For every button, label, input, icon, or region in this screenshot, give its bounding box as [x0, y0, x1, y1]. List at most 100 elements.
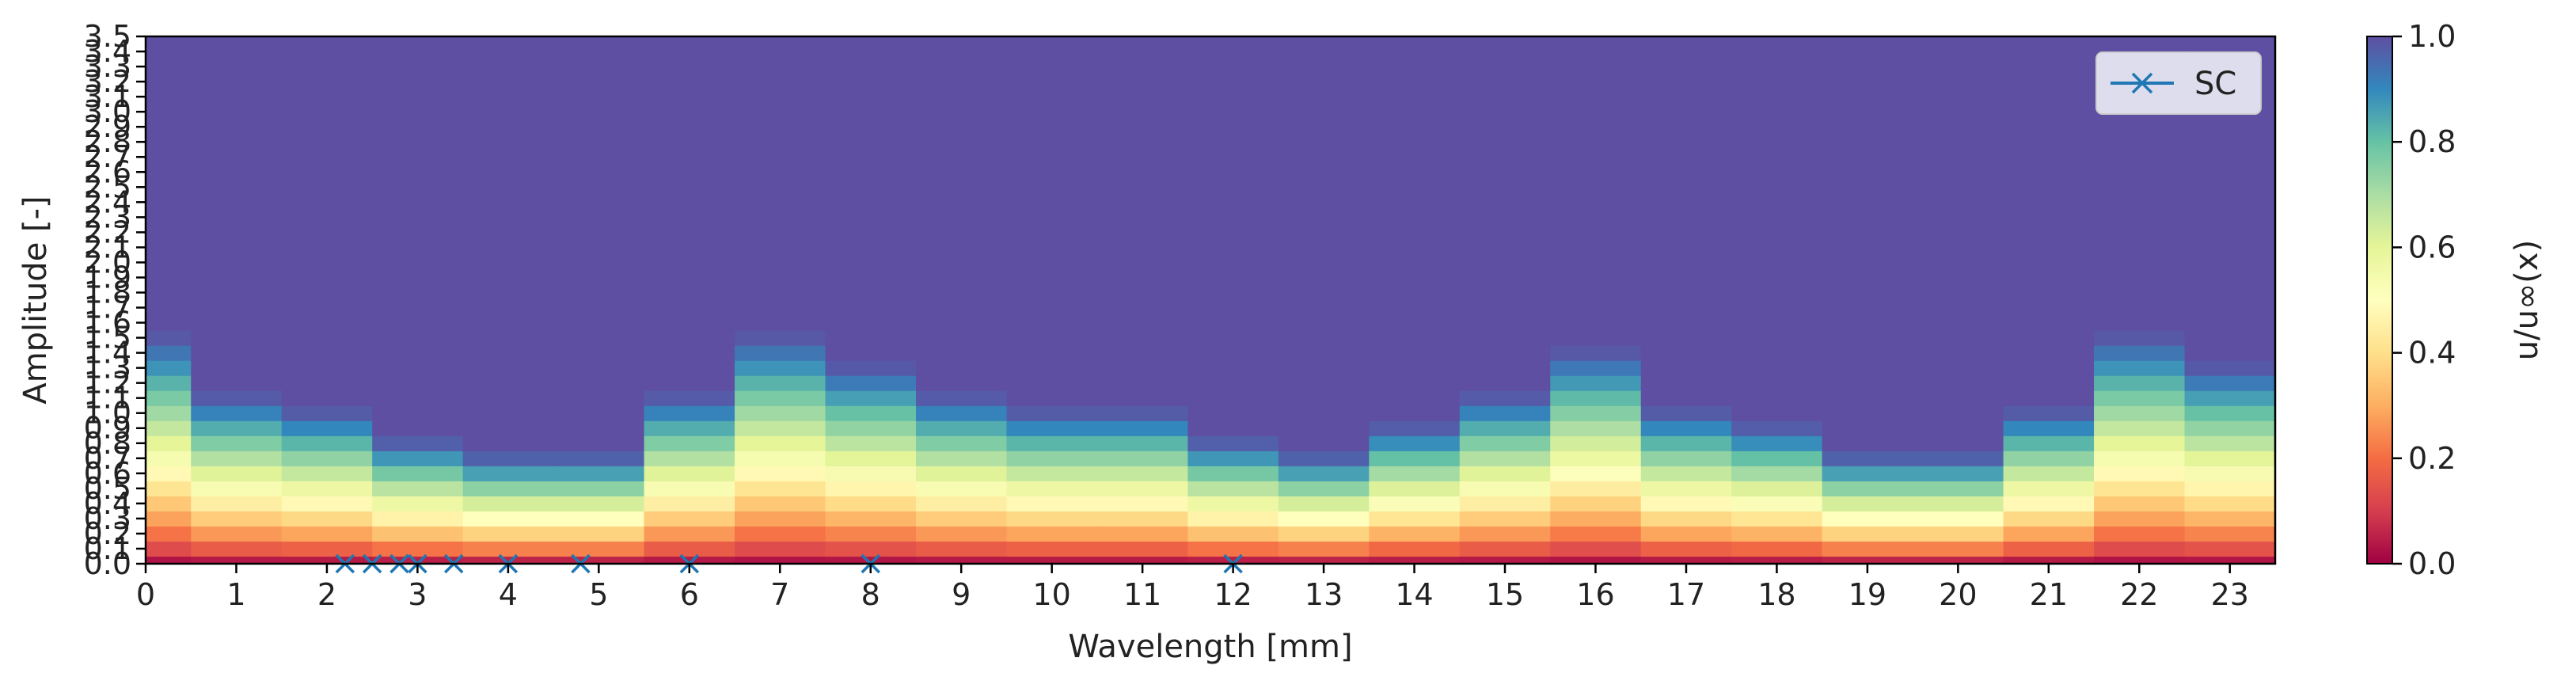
- heatmap-cell: [1006, 195, 1097, 211]
- heatmap-cell: [1550, 496, 1641, 511]
- heatmap-cell: [644, 180, 735, 196]
- heatmap-cell: [1006, 330, 1097, 346]
- heatmap-cell: [826, 105, 917, 120]
- heatmap-cell: [1550, 451, 1641, 466]
- heatmap-cell: [1097, 330, 1188, 346]
- heatmap-cell: [282, 481, 373, 496]
- heatmap-cell: [1460, 120, 1551, 135]
- heatmap-cell: [1187, 74, 1279, 90]
- heatmap-cell: [644, 150, 735, 165]
- heatmap-cell: [1006, 36, 1097, 44]
- heatmap-cell: [2094, 435, 2185, 451]
- heatmap-cell: [2004, 44, 2095, 60]
- heatmap-cell: [372, 375, 463, 391]
- heatmap-cell: [1550, 59, 1641, 75]
- heatmap-cell: [1097, 210, 1188, 226]
- heatmap-cell: [1550, 405, 1641, 421]
- heatmap-cell: [146, 225, 192, 241]
- heatmap-cell: [1822, 135, 1913, 150]
- heatmap-cell: [146, 315, 192, 331]
- heatmap-cell: [1187, 330, 1279, 346]
- heatmap-cell: [1550, 180, 1641, 196]
- heatmap-cell: [2185, 180, 2276, 196]
- heatmap-cell: [1097, 435, 1188, 451]
- heatmap-cell: [191, 44, 282, 60]
- heatmap-cell: [2004, 375, 2095, 391]
- heatmap-cell: [735, 435, 826, 451]
- heatmap-cell: [1187, 59, 1279, 75]
- heatmap-cell: [1369, 150, 1460, 165]
- heatmap-cell: [735, 405, 826, 421]
- heatmap-cell: [916, 315, 1007, 331]
- heatmap-cell: [916, 330, 1007, 346]
- heatmap-cell: [1279, 180, 1370, 196]
- legend-label-sc: SC: [2194, 66, 2236, 102]
- heatmap-cell: [1641, 496, 1732, 511]
- heatmap-cell: [826, 481, 917, 496]
- heatmap-cell: [372, 481, 463, 496]
- heatmap-cell: [1913, 180, 2004, 196]
- heatmap-cell: [1550, 526, 1641, 542]
- heatmap-cell: [463, 255, 554, 271]
- heatmap-cell: [916, 451, 1007, 466]
- heatmap-cell: [191, 405, 282, 421]
- heatmap-cell: [1369, 120, 1460, 135]
- heatmap-cell: [1369, 210, 1460, 226]
- heatmap-cell: [1822, 315, 1913, 331]
- heatmap-cell: [735, 74, 826, 90]
- heatmap-cell: [1641, 285, 1732, 301]
- heatmap-cell: [916, 390, 1007, 406]
- heatmap-cell: [735, 120, 826, 135]
- heatmap-cell: [1187, 135, 1279, 150]
- colorbar-ticks: 0.00.20.40.60.81.0: [2392, 19, 2456, 581]
- heatmap-cell: [1913, 466, 2004, 481]
- heatmap-cell: [191, 225, 282, 241]
- heatmap-cell: [146, 36, 192, 44]
- heatmap-cell: [1006, 315, 1097, 331]
- heatmap-cell: [1641, 420, 1732, 436]
- heatmap-cell: [826, 135, 917, 150]
- heatmap-cell: [282, 120, 373, 135]
- heatmap-cell: [1187, 466, 1279, 481]
- heatmap-cell: [2094, 150, 2185, 165]
- heatmap-cell: [191, 345, 282, 361]
- heatmap-cell: [735, 270, 826, 286]
- heatmap-cell: [826, 526, 917, 542]
- heatmap-cell: [1279, 165, 1370, 181]
- heatmap-cell: [735, 36, 826, 44]
- heatmap-cell: [916, 135, 1007, 150]
- heatmap-cell: [1097, 74, 1188, 90]
- heatmap-cell: [463, 526, 554, 542]
- heatmap-cell: [553, 541, 644, 557]
- heatmap-cell: [1097, 541, 1188, 557]
- heatmap-cell: [1731, 315, 1822, 331]
- heatmap-cell: [282, 466, 373, 481]
- heatmap-cell: [372, 526, 463, 542]
- heatmap-cell: [1550, 360, 1641, 376]
- heatmap-cell: [644, 360, 735, 376]
- heatmap-cell: [735, 44, 826, 60]
- heatmap-cell: [1822, 541, 1913, 557]
- heatmap-cell: [1006, 44, 1097, 60]
- heatmap-cell: [1822, 511, 1913, 527]
- heatmap-cell: [916, 300, 1007, 316]
- heatmap-cell: [1460, 44, 1551, 60]
- heatmap-cell: [1369, 541, 1460, 557]
- heatmap-cell: [372, 496, 463, 511]
- heatmap-cell: [191, 59, 282, 75]
- heatmap-cell: [1822, 240, 1913, 256]
- heatmap-cell: [463, 435, 554, 451]
- heatmap-cell: [282, 345, 373, 361]
- heatmap-cell: [282, 405, 373, 421]
- heatmap-cell: [644, 210, 735, 226]
- heatmap-cell: [1641, 390, 1732, 406]
- heatmap-cell: [146, 496, 192, 511]
- heatmap-cell: [1097, 466, 1188, 481]
- heatmap-cell: [1550, 150, 1641, 165]
- heatmap-cell: [1369, 315, 1460, 331]
- heatmap-cell: [553, 481, 644, 496]
- heatmap-cell: [644, 74, 735, 90]
- heatmap-cell: [1097, 360, 1188, 376]
- heatmap-cell: [2094, 511, 2185, 527]
- heatmap-cell: [735, 105, 826, 120]
